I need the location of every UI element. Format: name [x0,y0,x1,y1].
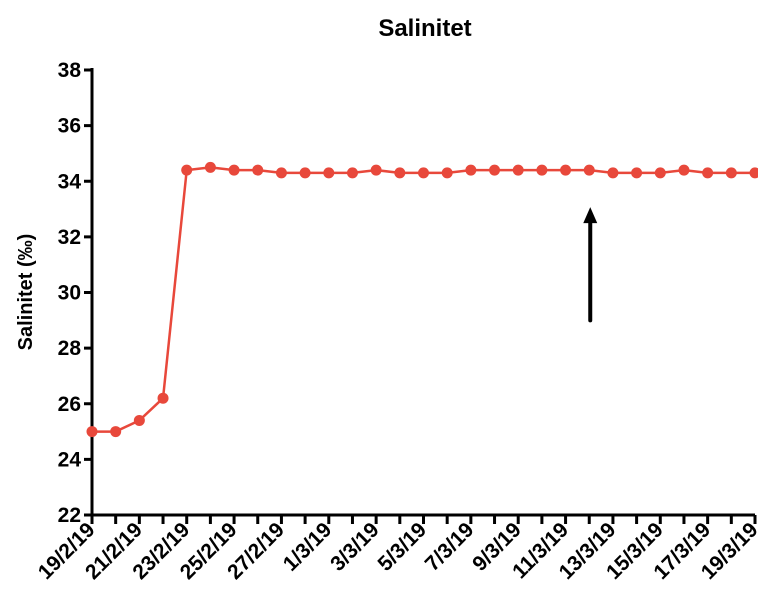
arrow-annotation [583,207,598,323]
data-point [204,161,216,173]
data-point [110,426,122,438]
y-tick-label: 36 [58,115,81,138]
data-point [133,414,145,426]
x-axis: 19/2/1921/2/1923/2/1925/2/1927/2/191/3/1… [34,513,758,584]
x-tick-label: 7/3/19 [421,518,479,576]
data-point [512,164,524,176]
data-point [275,167,287,179]
y-axis: 22 24 26 28 30 32 34 36 38 [58,59,94,527]
y-tick-label: 30 [58,282,81,305]
data-point [228,164,240,176]
y-tick-label: 24 [58,448,82,471]
data-point [323,167,335,179]
series-line [92,166,755,433]
data-point [299,167,311,179]
x-tick-label: 3/3/19 [326,518,384,576]
y-tick-label: 34 [58,170,82,193]
data-point [181,164,193,176]
data-point [654,167,666,179]
y-tick-label: 28 [58,337,82,360]
data-point [631,167,643,179]
data-point [560,164,572,176]
y-axis-label: Salinitet (‰) [15,234,37,351]
x-tick-label: 1/3/19 [279,518,337,576]
data-point [441,167,453,179]
y-tick-label: 38 [58,59,82,82]
data-point [394,167,406,179]
y-tick-label: 32 [58,226,81,249]
data-point [536,164,548,176]
y-tick-label: 22 [58,504,81,527]
data-point [607,167,619,179]
x-tick-label: 5/3/19 [373,518,431,576]
chart-title: Salinitet [378,15,471,42]
data-point [678,164,690,176]
arrow-head [583,207,598,224]
data-point [252,164,264,176]
y-tick-label: 26 [58,393,81,416]
annotations [583,207,598,323]
data-point [489,164,501,176]
data-point [465,164,477,176]
data-point [583,164,595,176]
data-point [702,167,714,179]
data-point [418,167,429,179]
data-point [86,426,98,438]
data-point [370,164,382,176]
data-point [346,167,358,179]
series-salinitet [86,161,758,438]
data-point [157,392,169,404]
data-point [725,167,737,179]
data-point [749,167,758,179]
